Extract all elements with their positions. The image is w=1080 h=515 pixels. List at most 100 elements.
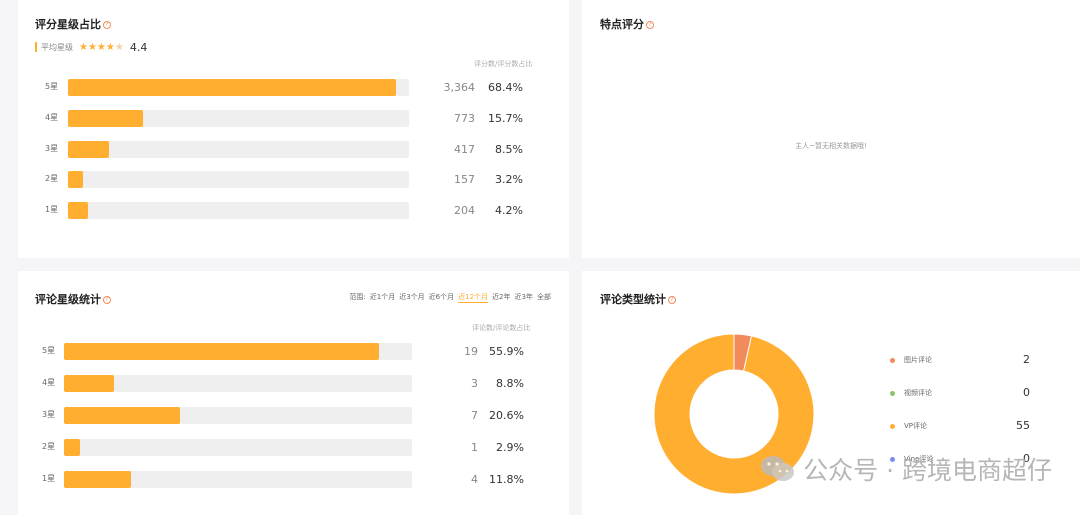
types-card-title: 评论类型统计? xyxy=(600,291,676,307)
range-option[interactable]: 近3个月 xyxy=(399,293,425,301)
legend-item[interactable]: Vine评论 0 xyxy=(890,452,1030,466)
donut-slice[interactable] xyxy=(653,333,815,495)
legend-label: 图片评论 xyxy=(904,356,932,364)
bar-count: 3 xyxy=(471,377,478,390)
bar-track xyxy=(68,202,409,220)
bar-percentage: 4.2% xyxy=(495,204,523,218)
bar-count: 19 xyxy=(464,345,478,358)
legend-value: 0 xyxy=(1023,386,1030,399)
bar-fill xyxy=(68,140,109,158)
stats-column-header: 评论数/评论数占比 xyxy=(472,324,531,332)
help-icon[interactable]: ? xyxy=(103,21,111,29)
bar-track xyxy=(64,375,412,392)
bar-row: 4星 3 8.8% xyxy=(42,375,524,392)
rating-column-header: 评分数/评分数占比 xyxy=(474,60,533,68)
legend-dot-icon xyxy=(890,424,895,429)
bar-track xyxy=(68,109,409,127)
bar-fill xyxy=(64,439,81,456)
range-option[interactable]: 近12个月 xyxy=(458,293,489,303)
bar-percentage: 8.5% xyxy=(495,142,523,156)
star-level-label: 4星 xyxy=(42,378,56,387)
rating-distribution-card: 评分星级占比? 平均星级 ★★★★★ 4.4 评分数/评分数占比 5星 3,364… xyxy=(18,0,569,258)
star-level-label: 5星 xyxy=(45,82,59,91)
bar-percentage: 20.6% xyxy=(489,409,524,422)
legend-label: VP评论 xyxy=(904,422,928,430)
accent-marker xyxy=(35,42,37,52)
bar-row: 1星 4 11.8% xyxy=(42,471,524,488)
bar-row: 4星 773 15.7% xyxy=(45,109,523,127)
bar-row: 3星 7 20.6% xyxy=(42,407,524,424)
help-icon[interactable]: ? xyxy=(668,296,676,304)
bar-percentage: 55.9% xyxy=(489,345,524,358)
bar-row: 5星 3,364 68.4% xyxy=(45,79,523,96)
bar-track xyxy=(64,439,412,456)
star-level-label: 1星 xyxy=(45,205,59,215)
bar-percentage: 11.8% xyxy=(489,473,524,486)
legend-value: 55 xyxy=(1016,419,1030,432)
bar-track xyxy=(68,140,409,158)
help-icon[interactable]: ? xyxy=(103,296,111,304)
feature-rating-card: 特点评分? 主人~暂无相关数据哦! xyxy=(582,0,1080,258)
bar-row: 5星 19 55.9% xyxy=(42,343,524,360)
star-level-label: 4星 xyxy=(45,112,59,122)
bar-percentage: 2.9% xyxy=(496,441,524,454)
bar-count: 4 xyxy=(471,473,478,486)
range-option[interactable]: 近3年 xyxy=(514,293,533,301)
bar-row: 2星 1 2.9% xyxy=(42,439,524,456)
star-level-label: 1星 xyxy=(42,474,56,483)
review-type-donut-chart xyxy=(653,333,815,495)
star-level-label: 2星 xyxy=(45,174,59,184)
bar-track xyxy=(64,343,412,360)
bar-fill xyxy=(64,375,114,392)
legend-item[interactable]: 图片评论 2 xyxy=(890,353,1030,367)
bar-count: 773 xyxy=(454,111,475,125)
watermark: 公众号 · 跨境电商超仔 xyxy=(759,451,1052,487)
bar-fill xyxy=(64,471,131,488)
feature-card-title: 特点评分? xyxy=(600,16,654,32)
legend-value: 2 xyxy=(1023,353,1030,366)
legend-value: 0 xyxy=(1023,452,1030,465)
legend-item[interactable]: VP评论 55 xyxy=(890,419,1030,433)
bar-fill xyxy=(68,79,397,96)
bar-percentage: 3.2% xyxy=(495,173,523,187)
range-option[interactable]: 近6个月 xyxy=(428,293,455,301)
bar-count: 1 xyxy=(471,441,478,454)
range-option[interactable]: 近2年 xyxy=(492,293,511,301)
average-rating-label: 平均星级 xyxy=(41,42,73,52)
average-rating: 平均星级 ★★★★★ 4.4 xyxy=(35,40,147,54)
legend-label: 视频评论 xyxy=(904,389,932,397)
legend-label: Vine评论 xyxy=(904,455,934,463)
legend-item[interactable]: 视频评论 0 xyxy=(890,386,1030,400)
bar-track xyxy=(64,471,412,488)
bar-fill xyxy=(68,202,89,220)
review-star-stats-card: 评论星级统计? 范围: 近1个月 近3个月 近6个月 近12个月 近2年 近3年 全部 评论… xyxy=(18,271,569,515)
bar-percentage: 68.4% xyxy=(488,81,523,94)
range-label: 范围: xyxy=(349,293,366,301)
empty-state-text: 主人~暂无相关数据哦! xyxy=(795,142,867,150)
time-range-selector: 范围: 近1个月 近3个月 近6个月 近12个月 近2年 近3年 全部 xyxy=(349,292,551,303)
bar-fill xyxy=(64,407,181,424)
bar-count: 204 xyxy=(454,204,475,218)
bar-track xyxy=(64,407,412,424)
star-rating-icon: ★★★★★ xyxy=(79,41,124,53)
bar-count: 157 xyxy=(454,173,475,187)
review-type-stats-card: 评论类型统计? 图片评论 2 视频评论 0 VP评论 55 Vine评论 0 xyxy=(582,271,1080,515)
wechat-icon xyxy=(761,456,795,481)
bar-fill xyxy=(68,171,84,189)
rating-card-title: 评分星级占比? xyxy=(35,16,111,32)
legend-dot-icon xyxy=(890,391,895,396)
help-icon[interactable]: ? xyxy=(646,21,654,29)
range-option[interactable]: 全部 xyxy=(537,293,551,301)
bar-row: 3星 417 8.5% xyxy=(45,140,523,158)
star-level-label: 5星 xyxy=(42,346,56,355)
bar-percentage: 15.7% xyxy=(488,111,523,125)
range-option[interactable]: 近1个月 xyxy=(369,293,396,301)
star-level-label: 2星 xyxy=(42,442,56,451)
bar-row: 1星 204 4.2% xyxy=(45,202,523,220)
bar-row: 2星 157 3.2% xyxy=(45,171,523,189)
bar-fill xyxy=(64,343,380,360)
bar-track xyxy=(68,79,409,96)
average-rating-value: 4.4 xyxy=(129,40,148,54)
star-level-label: 3星 xyxy=(42,410,56,419)
star-level-label: 3星 xyxy=(45,143,59,153)
